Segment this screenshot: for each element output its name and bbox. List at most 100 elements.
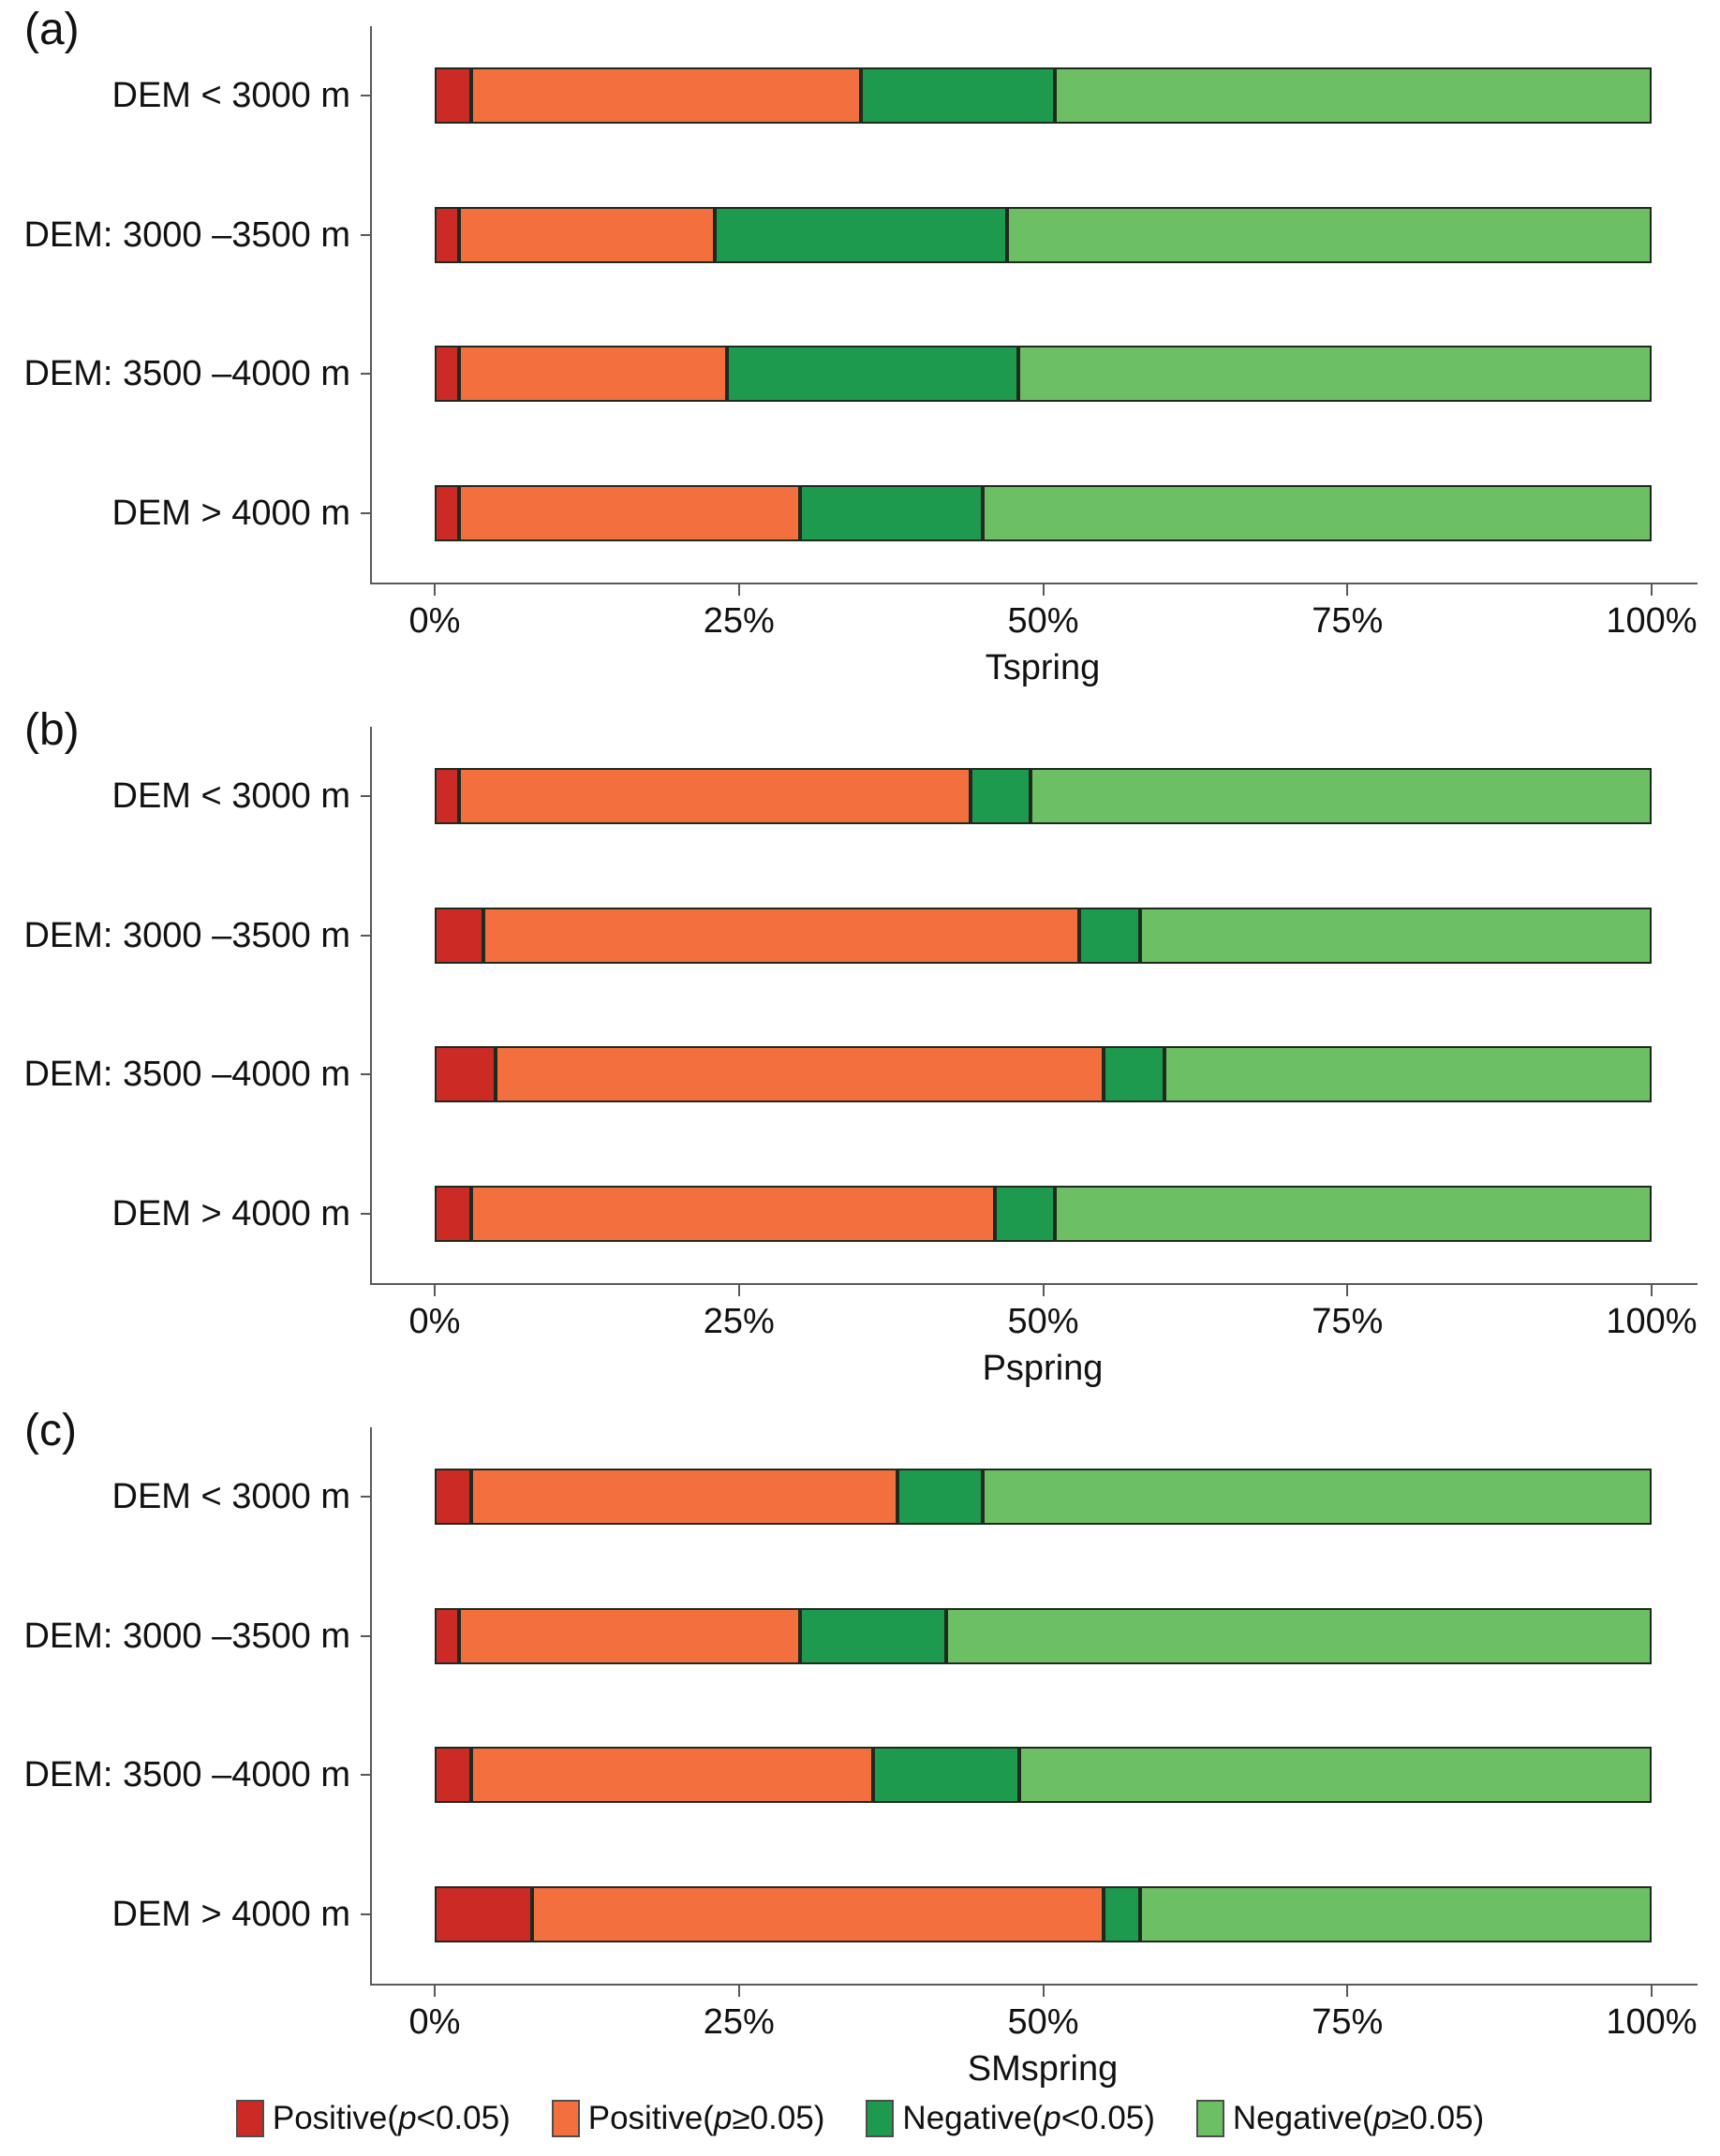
x-axis-tick (737, 1986, 740, 1997)
y-axis-tick (361, 1912, 370, 1915)
bar-segment-negative (1006, 206, 1652, 263)
bar-segment-positive (458, 768, 971, 825)
y-axis-tick (361, 934, 370, 937)
panel-a-y-axis-line (370, 26, 372, 584)
legend-label: Positive(p<0.05) (272, 2100, 511, 2136)
panel-c-tag: (c) (24, 1406, 77, 1455)
panel-c-y-axis-line (370, 1427, 372, 1986)
bar-row-3 (435, 1747, 1652, 1804)
bar-segment-positive (495, 1046, 1105, 1103)
bar-segment-negative (945, 1607, 1652, 1664)
bar-segment-positive (470, 1469, 897, 1526)
bar-segment-sig-positive (435, 1185, 471, 1242)
x-tick-label: 75% (1312, 2002, 1384, 2042)
bar-segment-negative (1140, 907, 1652, 964)
bar-segment-sig-negative (726, 346, 1019, 403)
x-tick-label: 25% (703, 1302, 775, 1341)
bar-segment-negative (1164, 1046, 1652, 1103)
legend-item-sig-positive: Positive(p<0.05) (235, 2099, 511, 2138)
bar-segment-sig-positive (435, 1046, 496, 1103)
bar-segment-sig-positive (435, 907, 483, 964)
bar-segment-negative (1018, 346, 1652, 403)
bar-segment-negative (1018, 1747, 1652, 1804)
panel-b: (b) Pspring DEM < 3000 m DEM: 3000 –3500 … (0, 701, 1720, 1389)
panel-a-x-axis-title: Tspring (985, 648, 1101, 687)
y-axis-tick (361, 1073, 370, 1076)
x-axis-tick (737, 584, 740, 596)
bar-segment-negative (982, 1469, 1652, 1526)
x-axis-tick (434, 1986, 436, 1997)
legend-swatch-positive (551, 2100, 580, 2137)
y-category-label: DEM < 3000 m (111, 1477, 351, 1517)
legend-item-positive: Positive(p≥0.05) (551, 2099, 825, 2138)
bar-row-3 (435, 1046, 1652, 1103)
x-axis-tick (1346, 1986, 1349, 1997)
bar-segment-sig-negative (1104, 1046, 1165, 1103)
bar-segment-negative (1140, 1885, 1652, 1942)
bar-segment-positive (458, 484, 800, 541)
x-axis-tick (737, 1285, 740, 1296)
bar-segment-positive (470, 67, 861, 125)
bar-row-2 (435, 206, 1652, 263)
y-category-label: DEM > 4000 m (111, 1894, 351, 1934)
bar-segment-sig-positive (435, 1607, 459, 1664)
legend-item-negative: Negative(p≥0.05) (1195, 2099, 1485, 2138)
bar-row-1 (435, 67, 1652, 125)
legend-swatch-sig-positive (235, 2100, 264, 2137)
y-category-label: DEM: 3500 –4000 m (23, 1055, 350, 1095)
panel-b-x-axis-line (370, 1283, 1698, 1285)
panel-b-y-axis-line (370, 727, 372, 1285)
panel-c-x-axis-title: SMspring (967, 2049, 1119, 2089)
bar-segment-sig-negative (799, 1607, 946, 1664)
legend-label: Positive(p≥0.05) (587, 2100, 825, 2136)
x-axis-tick (1651, 1285, 1653, 1296)
x-axis-tick (1651, 1986, 1653, 1997)
x-axis-tick (1042, 1986, 1045, 1997)
y-axis-tick (361, 1774, 370, 1777)
bar-segment-sig-negative (994, 1185, 1056, 1242)
legend-label: Negative(p≥0.05) (1232, 2100, 1485, 2136)
bar-segment-sig-negative (1079, 907, 1141, 964)
panel-c-x-axis-line (370, 1984, 1698, 1986)
bar-segment-sig-negative (1104, 1885, 1141, 1942)
y-axis-tick (361, 795, 370, 798)
bar-segment-sig-positive (435, 1747, 471, 1804)
bar-segment-sig-positive (435, 484, 459, 541)
x-tick-label: 75% (1312, 601, 1384, 641)
y-category-label: DEM > 4000 m (111, 1193, 351, 1233)
bar-segment-negative (982, 484, 1652, 541)
panel-c: (c) SMspring DEM < 3000 m DEM: 3000 –3500… (0, 1401, 1720, 2090)
bar-row-3 (435, 346, 1652, 403)
bar-segment-positive (470, 1747, 873, 1804)
bar-segment-sig-negative (860, 67, 1056, 125)
x-tick-label: 50% (1007, 601, 1079, 641)
bar-segment-positive (482, 907, 1080, 964)
y-category-label: DEM: 3500 –4000 m (23, 1755, 350, 1795)
x-axis-tick (1346, 584, 1349, 596)
bar-row-4 (435, 1185, 1652, 1242)
y-category-label: DEM: 3000 –3500 m (23, 214, 350, 255)
x-axis-tick (1042, 1285, 1045, 1296)
bar-segment-negative (1031, 768, 1652, 825)
y-axis-tick (361, 1496, 370, 1499)
bar-segment-sig-positive (435, 1469, 471, 1526)
legend-item-sig-negative: Negative(p<0.05) (866, 2099, 1155, 2138)
bar-segment-negative (1055, 1185, 1652, 1242)
bar-segment-positive (531, 1885, 1105, 1942)
y-category-label: DEM: 3000 –3500 m (23, 1616, 350, 1656)
x-tick-label: 25% (703, 601, 775, 641)
bar-segment-sig-positive (435, 346, 459, 403)
x-axis-tick (1042, 584, 1045, 596)
bar-row-1 (435, 768, 1652, 825)
x-axis-tick (1346, 1285, 1349, 1296)
y-axis-tick (361, 95, 370, 97)
y-category-label: DEM: 3000 –3500 m (23, 915, 350, 955)
x-axis-tick (1651, 584, 1653, 596)
legend-swatch-negative (1195, 2100, 1224, 2137)
panel-a-x-axis-line (370, 583, 1698, 584)
bar-row-4 (435, 484, 1652, 541)
y-category-label: DEM > 4000 m (111, 493, 351, 533)
legend: Positive(p<0.05) Positive(p≥0.05) Negative… (0, 2089, 1720, 2149)
panel-a: (a) Tspring DEM < 3000 m DEM: 3000 –3500 … (0, 0, 1720, 688)
